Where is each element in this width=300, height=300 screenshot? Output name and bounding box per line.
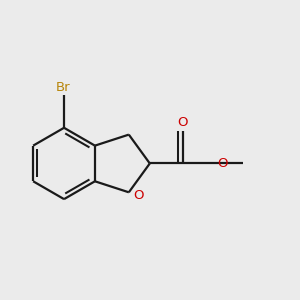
- Text: O: O: [177, 116, 188, 129]
- Text: O: O: [133, 189, 144, 202]
- Text: Br: Br: [55, 80, 70, 94]
- Text: O: O: [217, 157, 227, 170]
